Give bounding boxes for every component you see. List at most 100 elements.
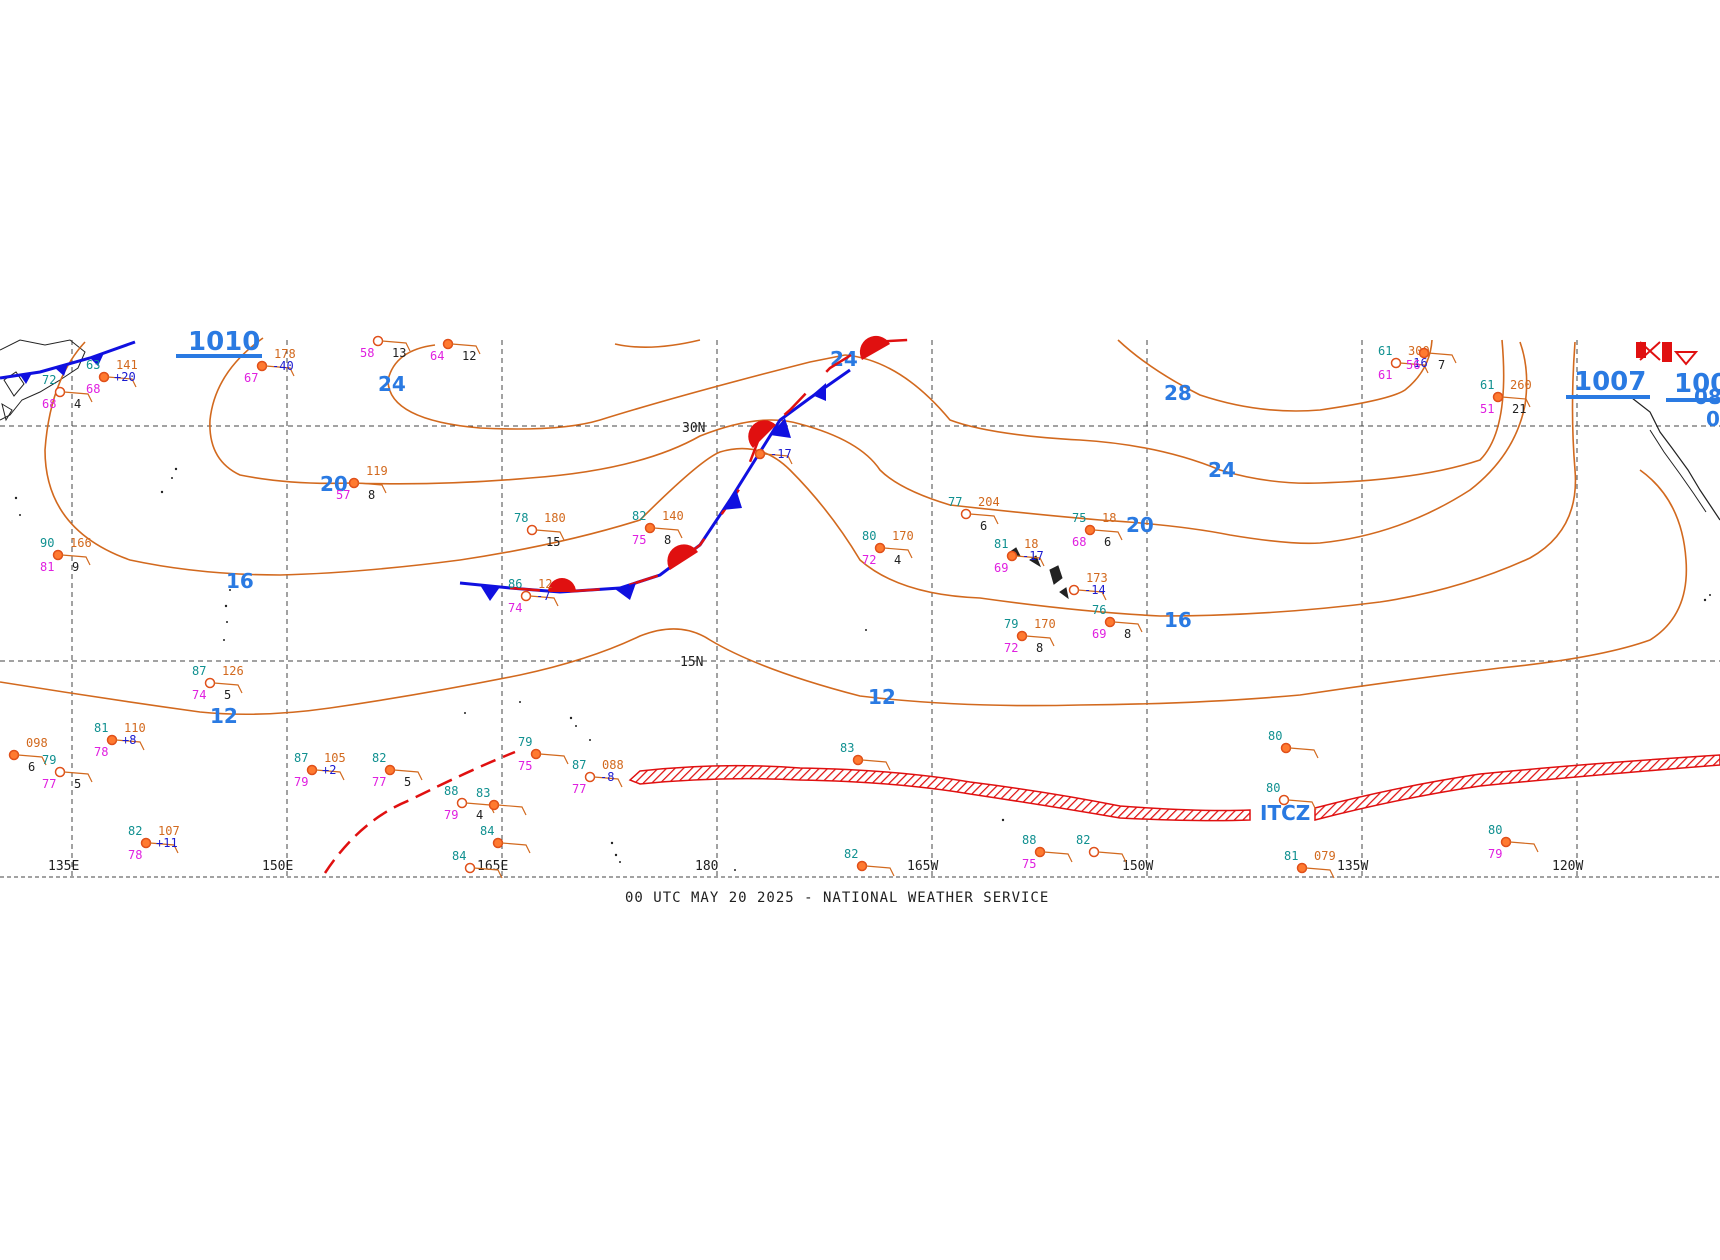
station-change: 5 [224, 688, 231, 702]
wind-barb [1077, 589, 1107, 601]
isotherms [0, 337, 1688, 716]
station-dewpoint: 68 [42, 397, 56, 411]
station-temperature: 61 [1480, 378, 1494, 392]
cold-front-west-barbs [20, 353, 104, 384]
station-circle [1006, 550, 1018, 562]
station-pressure: 110 [124, 721, 146, 735]
isotherm-labels: 24 24 28 24 20 20 16 16 12 12 [210, 347, 1236, 728]
station-temperature: 79 [42, 753, 56, 767]
wind-barb [1289, 747, 1319, 759]
station-circle [492, 837, 504, 849]
station-pressure: 170 [1034, 617, 1056, 631]
station-circle [1088, 846, 1100, 858]
wind-barb [1509, 841, 1539, 853]
isotherm-24-east [844, 339, 1505, 485]
stationary-front-red [509, 338, 909, 594]
station-circle [1500, 836, 1512, 848]
station-circle [52, 549, 64, 561]
wind-barb [1113, 621, 1143, 633]
station-temperature: 80 [1268, 729, 1282, 743]
station-dewpoint: 77 [372, 775, 386, 789]
pressure-label-partial: 100 [1674, 369, 1720, 399]
station-change: 8 [1036, 641, 1043, 655]
wind-barb [315, 769, 345, 781]
wind-barb [61, 554, 91, 566]
wind-barb [1501, 396, 1531, 408]
station-temperature: 63 [86, 358, 100, 372]
station-circle [306, 764, 318, 776]
station-change: 12 [462, 349, 476, 363]
wind-barb [501, 842, 531, 854]
station-temperature: 81 [94, 721, 108, 735]
wind-barb [861, 759, 891, 771]
station-pressure: 204 [978, 495, 1000, 509]
station-plot [442, 338, 481, 355]
station-temperature: 72 [42, 373, 56, 387]
isotherm-label: 16 [1164, 608, 1192, 632]
isotherm-24-west [387, 344, 846, 430]
station-pressure: 18 [1024, 537, 1038, 551]
wind-barb [653, 527, 683, 539]
station-plot [584, 771, 623, 788]
station-pressure: 119 [366, 464, 388, 478]
station-dewpoint: 64 [430, 349, 444, 363]
isotherm-label: 12 [210, 704, 238, 728]
station-circle [464, 862, 476, 874]
station-dewpoint: 72 [1004, 641, 1018, 655]
station-temperature: 87 [294, 751, 308, 765]
station-change: 8 [664, 533, 671, 547]
station-circle [1418, 347, 1430, 359]
wind-barb [1287, 799, 1317, 811]
station-change: -17 [770, 447, 792, 461]
station-circle [54, 766, 66, 778]
station-pressure: 079 [1314, 849, 1336, 863]
station-dewpoint: 81 [40, 560, 54, 574]
station-dewpoint: 67 [244, 371, 258, 385]
station-change: 6 [1104, 535, 1111, 549]
north-america-coastline [1631, 397, 1720, 521]
station-plot [464, 862, 503, 879]
station-dewpoint: 68 [86, 382, 100, 396]
station-circle [530, 748, 542, 760]
wind-barb [107, 376, 137, 388]
wind-barb [1399, 362, 1429, 374]
stationary-front-warm-bumps [548, 335, 890, 592]
station-circle [1034, 846, 1046, 858]
station-circle [754, 448, 766, 460]
station-plot [54, 766, 93, 783]
station-change: 9 [72, 560, 79, 574]
station-plot [1492, 391, 1531, 408]
wind-barb [451, 343, 481, 355]
station-change: +11 [156, 836, 178, 850]
station-dewpoint: 75 [632, 533, 646, 547]
station-dewpoint: 75 [518, 759, 532, 773]
station-pressure: 140 [662, 509, 684, 523]
station-dewpoint: 77 [42, 777, 56, 791]
station-plot [874, 542, 913, 559]
wind-barb [149, 842, 179, 854]
station-plot [1016, 630, 1055, 647]
station-pressure: 178 [274, 347, 296, 361]
station-plot [488, 799, 527, 816]
station-change: 8 [1124, 627, 1131, 641]
station-change: 13 [392, 346, 406, 360]
station-change: 8 [368, 488, 375, 502]
station-temperature: 90 [40, 536, 54, 550]
station-circle [1104, 616, 1116, 628]
wind-barb [17, 754, 47, 766]
baja-california [1649, 429, 1707, 513]
station-plot [1084, 524, 1123, 541]
station-circle [1492, 391, 1504, 403]
lon-label-135e: 135E [48, 859, 79, 874]
station-change: -17 [1022, 549, 1044, 563]
station-dewpoint: 79 [1488, 847, 1502, 861]
station-temperature: 79 [1004, 617, 1018, 631]
wind-barb [357, 482, 387, 494]
station-dewpoint: 57 [336, 488, 350, 502]
footer-credit: 00 UTC MAY 20 2025 - NATIONAL WEATHER SE… [625, 890, 1049, 906]
wind-barb [473, 867, 503, 879]
station-dewpoint: 79 [444, 808, 458, 822]
station-circle [140, 837, 152, 849]
lon-label-150w: 150W [1122, 859, 1153, 874]
station-pressure: 088 [602, 758, 624, 772]
